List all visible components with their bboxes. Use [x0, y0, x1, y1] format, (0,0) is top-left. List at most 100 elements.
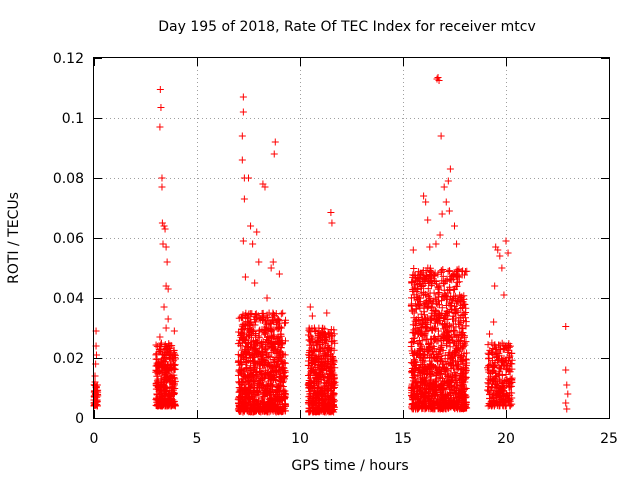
data-point: [254, 404, 262, 412]
data-point: [270, 358, 278, 366]
data-point: [417, 284, 425, 292]
axes: 0 0.02 0.04 0.06 0.08 0.1 0.12 0 5 10 15 20 25: [53, 51, 618, 447]
data-point: [273, 402, 281, 410]
data-point: [275, 354, 283, 362]
data-point: [441, 377, 449, 385]
data-point: [261, 370, 269, 378]
data-point: [496, 367, 504, 375]
data-point: [163, 369, 171, 377]
data-point: [460, 350, 468, 358]
data-point: [437, 403, 445, 411]
data-point: [320, 373, 328, 381]
data-point: [413, 382, 421, 390]
data-point: [308, 312, 316, 320]
data-point: [563, 381, 571, 389]
data-point: [428, 339, 436, 347]
data-point: [258, 355, 266, 363]
data-point: [154, 360, 162, 368]
data-point: [424, 369, 432, 377]
data-point: [308, 366, 316, 374]
data-point: [415, 346, 423, 354]
data-point: [414, 339, 422, 347]
data-point: [452, 341, 460, 349]
data-point: [498, 371, 506, 379]
data-point: [274, 384, 282, 392]
data-point: [261, 183, 269, 191]
data-point: [236, 384, 244, 392]
data-point: [456, 375, 464, 383]
data-point: [408, 364, 416, 372]
data-point: [313, 407, 321, 415]
data-point: [321, 360, 329, 368]
data-point: [431, 269, 439, 277]
x-tick-label: 20: [497, 431, 515, 447]
data-point: [272, 377, 280, 385]
data-point: [262, 336, 270, 344]
data-point: [433, 371, 441, 379]
data-point: [416, 383, 424, 391]
data-point: [504, 396, 512, 404]
data-point: [452, 390, 460, 398]
data-point: [427, 314, 435, 322]
data-point: [494, 390, 502, 398]
data-point: [274, 392, 282, 400]
data-point: [246, 388, 254, 396]
data-point: [449, 296, 457, 304]
data-point: [264, 317, 272, 325]
data-point: [304, 331, 312, 339]
data-point: [312, 339, 320, 347]
data-point: [563, 405, 571, 413]
data-point: [488, 368, 496, 376]
data-point: [157, 339, 165, 347]
data-point: [321, 384, 329, 392]
data-point: [242, 354, 250, 362]
data-point: [314, 330, 322, 338]
data-point: [411, 395, 419, 403]
data-point: [245, 319, 253, 327]
data-point: [445, 300, 453, 308]
data-point: [429, 326, 437, 334]
data-point: [169, 364, 177, 372]
data-point: [161, 225, 169, 233]
data-point: [492, 369, 500, 377]
data-point: [463, 359, 471, 367]
x-tick-label: 10: [291, 431, 309, 447]
data-point: [417, 361, 425, 369]
data-point: [448, 336, 456, 344]
data-point: [93, 396, 101, 404]
data-point: [501, 401, 509, 409]
data-point: [247, 362, 255, 370]
data-point: [280, 369, 288, 377]
data-point: [269, 258, 277, 266]
data-point: [325, 374, 333, 382]
data-point: [171, 377, 179, 385]
data-point: [91, 387, 99, 395]
data-point: [327, 209, 335, 216]
data-point: [487, 399, 495, 407]
data-point: [244, 348, 252, 356]
data-point: [442, 291, 450, 299]
data-point: [253, 228, 261, 236]
data-point: [423, 345, 431, 353]
data-point: [460, 310, 468, 318]
data-point: [93, 402, 101, 410]
data-point: [250, 353, 258, 361]
data-point: [434, 366, 442, 374]
data-point: [152, 355, 160, 363]
data-point: [422, 198, 430, 206]
data-point: [153, 390, 161, 398]
y-tick-label: 0.1: [62, 111, 84, 127]
data-point: [250, 357, 258, 365]
data-point: [460, 332, 468, 340]
data-point: [326, 363, 334, 371]
data-point: [262, 389, 270, 397]
data-point: [272, 317, 280, 325]
data-point: [500, 361, 508, 369]
data-point: [562, 399, 570, 407]
data-point: [248, 371, 256, 379]
data-point: [424, 285, 432, 293]
data-point: [275, 406, 283, 414]
data-point: [491, 282, 499, 290]
data-point: [456, 296, 464, 304]
data-point: [158, 219, 166, 227]
